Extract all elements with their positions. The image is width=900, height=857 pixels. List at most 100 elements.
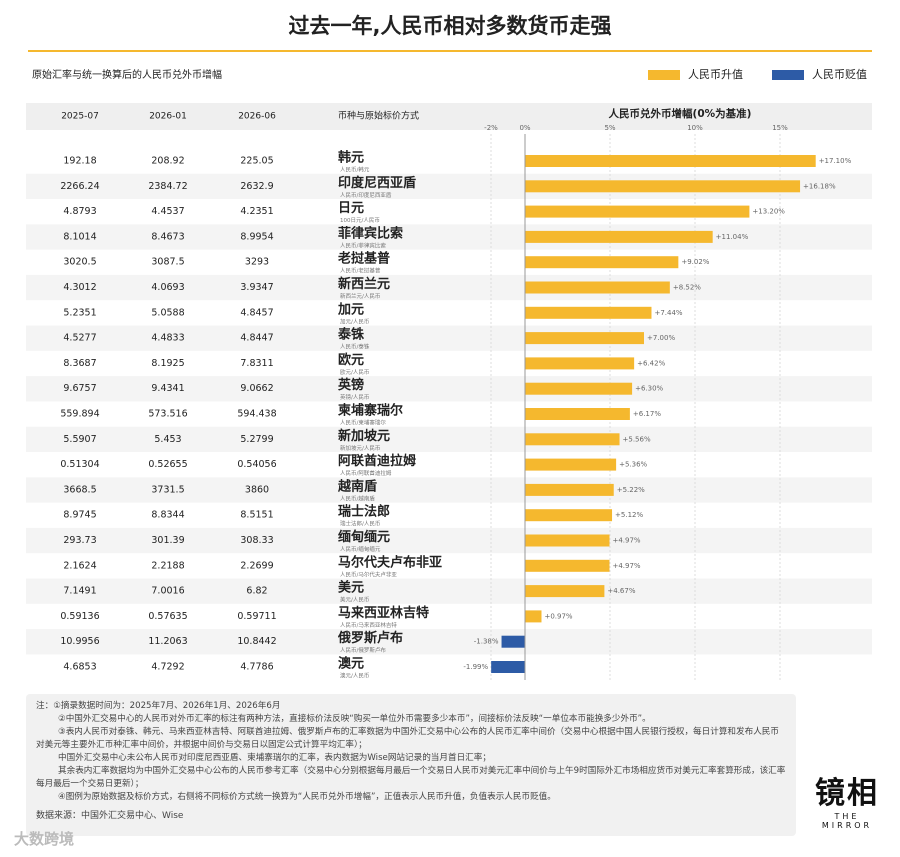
legend-swatch: [772, 70, 804, 80]
cell-value: 225.05: [240, 156, 273, 167]
currency-quote: 英镑/人民币: [340, 393, 370, 401]
value-label: +16.18%: [803, 182, 836, 190]
cell-value: 2.1624: [63, 560, 96, 571]
cell-value: 8.1014: [63, 231, 96, 242]
cell-value: 2.2188: [151, 560, 184, 571]
bar: [525, 559, 610, 572]
currency-quote: 人民币/韩元: [340, 166, 370, 174]
currency-name: 澳元: [338, 656, 364, 672]
cell-value: 7.0016: [151, 586, 184, 597]
cell-value: 4.0693: [151, 282, 184, 293]
currency-name: 日元: [338, 201, 364, 216]
row-stripe: [26, 325, 872, 351]
currency-name: 柬埔寨瑞尔: [338, 403, 403, 419]
currency-quote: 人民币/俄罗斯卢布: [340, 646, 386, 654]
bar: [525, 483, 614, 496]
cell-value: 208.92: [151, 156, 184, 167]
currency-quote: 100日元/人民币: [340, 217, 380, 224]
cell-value: 5.5907: [63, 434, 96, 445]
cell-value: 3.9347: [240, 282, 273, 293]
bar: [525, 408, 630, 420]
cell-value: 8.9745: [63, 510, 96, 521]
cell-value: 4.3012: [63, 282, 96, 293]
bar: [525, 155, 816, 167]
currency-name: 加元: [337, 302, 364, 317]
value-label: +5.22%: [617, 486, 645, 494]
value-label: +11.04%: [716, 233, 749, 241]
note: ④图例为原始数据及标价方式，右侧将不同标价方式统一换算为“人民币兑外币增幅”，正…: [58, 792, 556, 802]
bar: [525, 306, 652, 319]
value-label: +6.30%: [635, 385, 663, 393]
currency-quote: 瑞士法郎/人民币: [340, 520, 381, 528]
row-stripe: [26, 224, 872, 250]
column-header: 2026-06: [238, 112, 276, 122]
x-tick-label: 10%: [687, 124, 703, 132]
currency-name: 英镑: [337, 377, 364, 393]
currency-quote: 新加坡元/人民币: [340, 444, 381, 452]
cell-value: 0.51304: [60, 459, 99, 470]
bar: [525, 382, 633, 395]
value-label: +17.10%: [819, 157, 852, 165]
value-label: +5.36%: [619, 461, 647, 469]
note: 中国外汇交易中心未公布人民币对印度尼西亚盾、柬埔寨瑞尔的汇率，表内数据为Wise…: [58, 753, 491, 763]
cell-value: 573.516: [148, 409, 187, 420]
value-label: +7.00%: [647, 334, 675, 342]
cell-value: 3293: [245, 257, 269, 268]
cell-value: 2.2699: [240, 560, 273, 571]
value-label: +4.97%: [612, 537, 640, 545]
currency-quote: 澳元/人民币: [340, 672, 370, 680]
cell-value: 4.5277: [63, 333, 96, 344]
cell-value: 2384.72: [148, 181, 187, 192]
note: 其余表内汇率数据均为中国外汇交易中心公布的人民币参考汇率（交易中心分别根据每月最…: [36, 766, 786, 789]
cell-value: 0.59711: [237, 611, 276, 622]
value-label: +6.17%: [633, 410, 661, 418]
watermark-name: 镜相: [815, 776, 879, 811]
cell-value: 308.33: [240, 535, 273, 546]
cell-value: 5.453: [154, 434, 181, 445]
value-label: -1.99%: [463, 663, 488, 671]
bar: [491, 661, 525, 673]
cell-value: 594.438: [237, 409, 276, 420]
subtitle: 原始汇率与统一换算后的人民币兑外币增幅: [32, 68, 222, 81]
cell-value: 9.4341: [151, 383, 184, 394]
bar: [525, 230, 713, 243]
cell-value: 4.7292: [151, 662, 184, 673]
value-label: +8.52%: [673, 284, 701, 292]
cell-value: 2266.24: [60, 181, 99, 192]
currency-quote: 人民币/缅甸缅元: [340, 545, 381, 553]
value-label: +0.97%: [544, 612, 572, 620]
bar: [525, 205, 750, 218]
currency-quote: 人民币/马尔代夫卢非亚: [340, 570, 397, 578]
notes: 注：①摘录数据时间为：2025年7月、2026年1月、2026年6月 ②中国外汇交…: [26, 694, 796, 836]
cell-value: 0.54056: [237, 459, 276, 470]
bar: [525, 585, 605, 598]
cell-value: 4.8457: [240, 307, 273, 318]
legend-label: 人民币升值: [688, 68, 743, 81]
note: ②中国外汇交易中心的人民币对外币汇率的标注有两种方法，直接标价法反映“购买一单位…: [58, 714, 651, 724]
row-stripe: [26, 376, 872, 402]
logo: 大数跨境: [14, 830, 75, 848]
cell-value: 0.59136: [60, 611, 99, 622]
currency-name: 老挝基普: [337, 251, 390, 267]
currency-quote: 新西兰元/人民币: [340, 292, 381, 300]
note: 注：①摘录数据时间为：2025年7月、2026年1月、2026年6月: [36, 701, 281, 711]
bar: [525, 509, 613, 522]
bar: [525, 332, 644, 345]
watermark: 镜相 THE MIRROR: [812, 768, 882, 830]
currency-quote: 人民币/柬埔寨瑞尔: [340, 419, 386, 427]
cell-value: 8.8344: [151, 510, 184, 521]
value-label: +6.42%: [637, 359, 665, 367]
x-tick-label: 5%: [604, 124, 615, 132]
cell-value: 3668.5: [63, 484, 96, 495]
row-stripe: [26, 477, 872, 503]
bar: [525, 534, 610, 547]
bar: [525, 357, 635, 370]
cell-value: 3087.5: [151, 257, 184, 268]
column-header: 2026-01: [149, 112, 187, 122]
row-stripe: [26, 578, 872, 604]
cell-value: 0.52655: [148, 459, 187, 470]
cell-value: 4.6853: [63, 662, 96, 673]
cell-value: 4.4537: [151, 206, 184, 217]
value-label: -1.38%: [474, 638, 499, 646]
